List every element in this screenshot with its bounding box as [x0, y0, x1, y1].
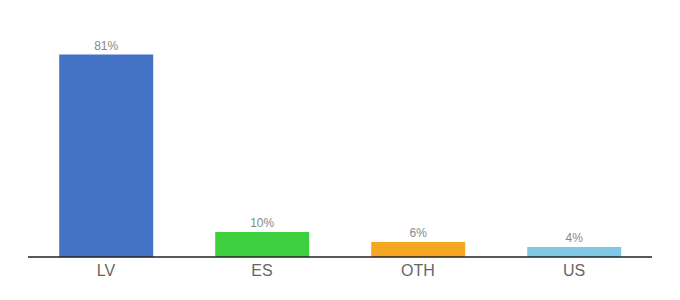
- svg-text:81%: 81%: [94, 39, 118, 53]
- svg-text:US: US: [563, 262, 585, 279]
- svg-text:10%: 10%: [250, 216, 274, 230]
- svg-text:ES: ES: [251, 262, 272, 279]
- svg-text:4%: 4%: [566, 231, 584, 245]
- svg-text:6%: 6%: [410, 226, 428, 240]
- svg-text:LV: LV: [97, 262, 116, 279]
- svg-text:OTH: OTH: [401, 262, 435, 279]
